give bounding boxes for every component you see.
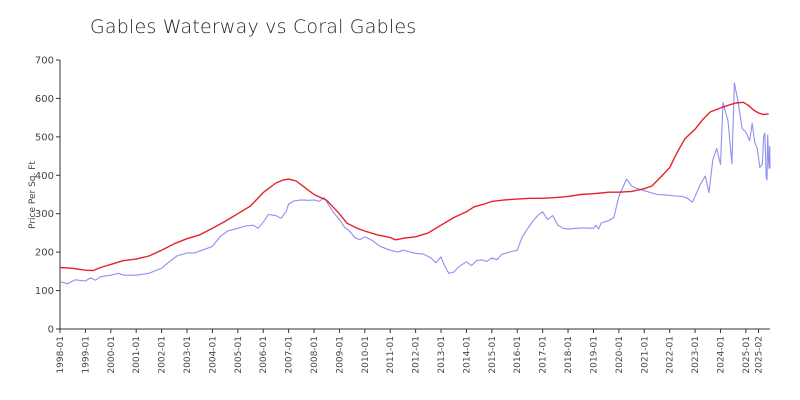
y-tick-label: 700 <box>35 56 54 67</box>
x-tick-label: 2022-01 <box>666 336 676 374</box>
x-tick-label: 2019-01 <box>589 336 599 374</box>
x-tick-label: 1999-01 <box>81 336 91 374</box>
x-tick-label: 2025-02 <box>755 336 765 374</box>
x-tick-label: 2025-01 <box>742 336 752 374</box>
y-tick-label: 200 <box>35 248 54 259</box>
x-tick-label: 2015-01 <box>488 336 498 374</box>
x-tick-label: 2004-01 <box>208 336 218 374</box>
y-tick-label: 300 <box>35 209 54 220</box>
x-tick-label: 2018-01 <box>564 336 574 374</box>
y-tick-label: 400 <box>35 171 54 182</box>
x-tick-label: 2014-01 <box>462 336 472 374</box>
x-tick-label: 2000-01 <box>107 336 117 374</box>
x-tick-label: 2010-01 <box>361 336 371 374</box>
x-tick-label: 2006-01 <box>259 336 269 374</box>
x-tick-label: 2021-01 <box>640 336 650 374</box>
x-tick-label: 2013-01 <box>437 336 447 374</box>
x-tick-label: 2017-01 <box>539 336 549 374</box>
x-tick-label: 2008-01 <box>310 336 320 374</box>
x-tick-label: 2024-01 <box>716 336 726 374</box>
x-tick-label: 2016-01 <box>513 336 523 374</box>
x-tick-label: 2001-01 <box>132 336 142 374</box>
y-tick-label: 100 <box>35 286 54 297</box>
x-tick-label: 2002-01 <box>158 336 168 374</box>
axes: 0 100 200 300 400 500 600 700 1998-01 1999-01 2000… <box>35 56 770 374</box>
x-tick-label: 2005-01 <box>234 336 244 374</box>
y-tick-label: 500 <box>35 132 54 143</box>
x-tick-label: 2003-01 <box>183 336 193 374</box>
series-line-red <box>59 101 769 272</box>
chart-title: Gables Waterway vs Coral Gables <box>90 16 417 38</box>
x-tick-label: 2009-01 <box>335 336 345 374</box>
y-tick-label: 0 <box>48 325 54 336</box>
series-layer <box>59 82 771 285</box>
y-tick-label: 600 <box>35 94 54 105</box>
y-axis-label: Price Per Sq. Ft <box>28 161 38 229</box>
x-tick-label: 1998-01 <box>56 336 66 374</box>
x-tick-label: 2012-01 <box>412 336 422 374</box>
x-tick-label: 2023-01 <box>691 336 701 374</box>
series-line-blue <box>59 82 771 285</box>
x-tick-label: 2007-01 <box>285 336 295 374</box>
x-tick-label: 2011-01 <box>386 336 396 374</box>
x-tick-label: 2020-01 <box>615 336 625 374</box>
